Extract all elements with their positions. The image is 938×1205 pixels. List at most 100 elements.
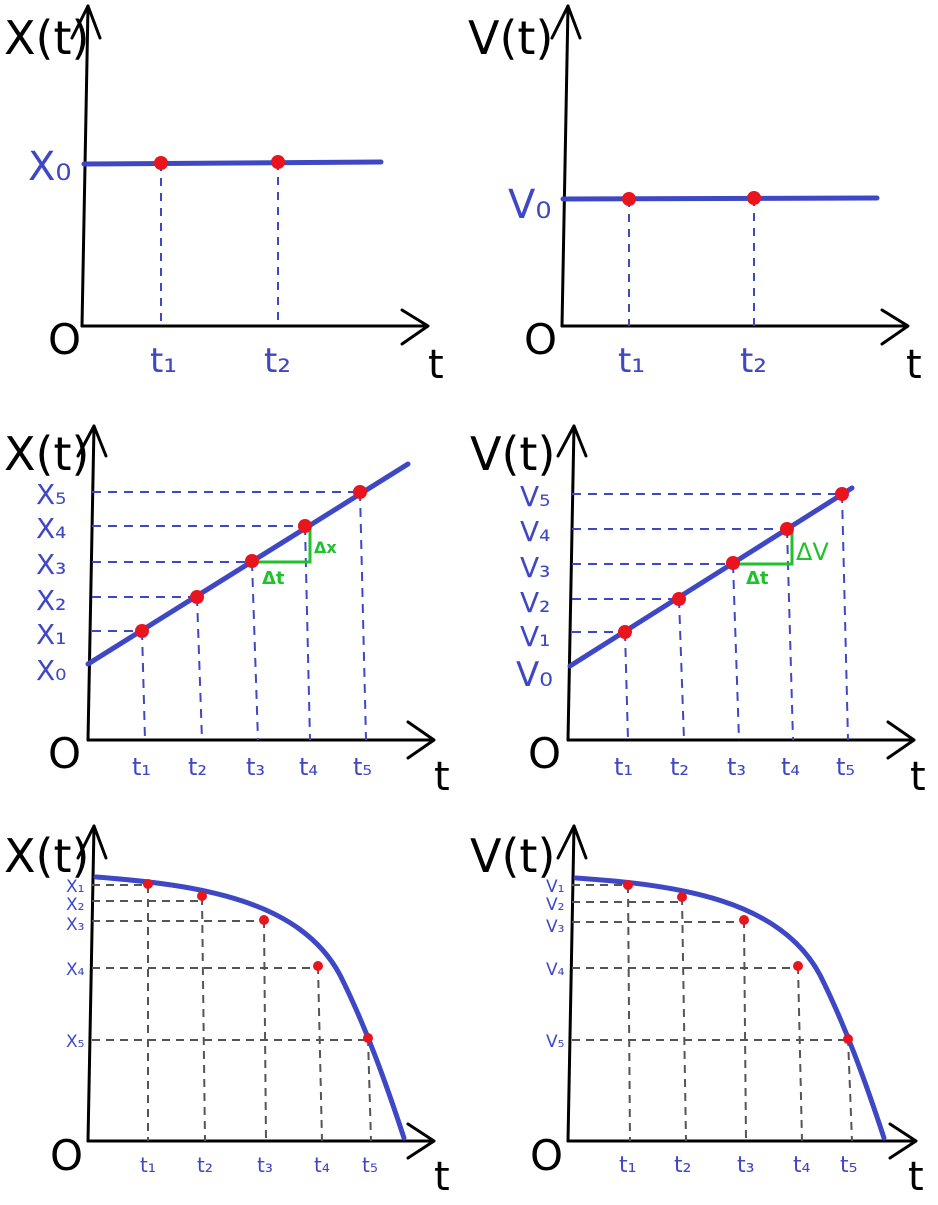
point-1	[618, 625, 632, 639]
tick-t2: t₂	[197, 1153, 213, 1177]
v-axis-arrowhead	[556, 824, 588, 860]
guide-t5	[367, 1037, 372, 1142]
guide-t2	[678, 598, 685, 741]
tick-t4: t₄	[314, 1153, 330, 1177]
guide-t1	[141, 630, 146, 741]
guide-t1	[627, 884, 631, 1142]
y-tick-x3: X₃	[66, 915, 84, 935]
guide-t2	[201, 896, 206, 1142]
tick-t4: t₄	[793, 1153, 811, 1178]
panel-v-curve: V(t) V₁ V₂ V₃ V₄ V₅ O t₁ t₂ t₃ t₄ t₅ t	[470, 824, 924, 1200]
point-2	[190, 590, 204, 604]
y-tick-x5: X₅	[36, 478, 66, 511]
point-1	[623, 880, 633, 890]
level-label-x0: X₀	[28, 144, 71, 190]
y-tick-x1: X₁	[36, 618, 66, 651]
point-t1	[154, 156, 168, 170]
guide-t3	[251, 561, 259, 741]
point-2	[677, 892, 687, 902]
point-1	[135, 624, 149, 638]
v-axis-arrowhead	[556, 424, 588, 458]
t-axis-arrowhead	[888, 1122, 918, 1160]
axis-label-v: V(t)	[468, 11, 553, 65]
axis-label-t: t	[428, 342, 444, 388]
axis-label-t: t	[906, 342, 922, 388]
axis-label-v: V(t)	[470, 829, 555, 883]
tick-t2: t₂	[740, 341, 767, 381]
origin-label: O	[48, 729, 81, 778]
guide-t2	[196, 596, 203, 741]
delta-triangle	[733, 529, 794, 566]
tick-t1: t₁	[150, 341, 177, 381]
y-tick-x2: X₂	[66, 895, 84, 915]
x-axis-arrowhead	[76, 424, 108, 458]
tick-t2: t₂	[674, 1153, 691, 1178]
panel-x-linear: X(t) X₅ X₄ X₃ X₂ X₁ X₀ Δt Δx O t₁ t₂ t₃ …	[4, 424, 450, 800]
tick-t3: t₃	[737, 1153, 754, 1178]
guide-t3	[732, 563, 740, 741]
tick-t2: t₂	[670, 753, 689, 781]
panel-v-constant: V(t) V₀ O t₁ t₂ t	[468, 4, 922, 388]
point-4	[780, 522, 794, 536]
t-axis-arrowhead	[886, 720, 916, 760]
point-3	[739, 915, 749, 925]
tick-t3: t₃	[246, 753, 265, 781]
tick-t1: t₁	[140, 1153, 156, 1177]
point-2	[197, 891, 207, 901]
tick-t5: t₅	[840, 1153, 857, 1178]
panel-x-constant: X(t) X₀ O t₁ t₂ t	[4, 4, 444, 388]
guide-t5	[359, 491, 367, 741]
guide-t5	[841, 493, 849, 741]
axis-label-t: t	[910, 754, 926, 800]
tick-t1: t₁	[614, 753, 633, 781]
guide-t4	[797, 965, 803, 1142]
axis-label-x: X(t)	[4, 427, 89, 481]
tick-t5: t₅	[353, 753, 372, 781]
guide-t2	[681, 896, 687, 1142]
origin-label: O	[50, 1131, 83, 1180]
y-tick-v4: V₄	[520, 515, 550, 548]
panel-v-linear: V(t) V₅ V₄ V₃ V₂ V₁ V₀ Δt ΔV O t₁ t₂ t₃ …	[470, 424, 926, 800]
axis-label-t: t	[434, 1154, 450, 1200]
axis-label-x: X(t)	[4, 11, 89, 65]
origin-label: O	[48, 315, 81, 364]
t-axis-arrowhead	[400, 308, 430, 346]
panel-x-curve: X(t) X₁ X₂ X₃ X₄ X₅ O t₁ t₂ t₃ t₄ t₅ t	[4, 824, 450, 1200]
origin-label: O	[528, 729, 561, 778]
axis-label-t: t	[434, 754, 450, 800]
y-tick-x4: X₄	[66, 960, 85, 980]
v-axis	[566, 424, 576, 742]
level-label-v0: V₀	[508, 182, 551, 228]
x-axis-arrowhead	[76, 824, 108, 860]
point-5	[353, 485, 367, 499]
point-3	[245, 554, 259, 568]
point-3	[726, 556, 740, 570]
t-axis-arrowhead	[406, 720, 436, 760]
position-line	[81, 159, 384, 167]
y-tick-v5: V₅	[546, 1032, 564, 1052]
axis-label-v: V(t)	[470, 427, 555, 481]
velocity-line	[560, 195, 880, 202]
v-axis	[560, 4, 570, 328]
tick-t3: t₃	[727, 753, 746, 781]
x-axis	[86, 424, 96, 742]
delta-t-label: Δt	[746, 568, 769, 589]
tick-t3: t₃	[257, 1153, 273, 1177]
x-axis	[86, 824, 96, 1143]
tick-t5: t₅	[362, 1153, 378, 1177]
point-t2	[747, 191, 761, 205]
point-5	[843, 1034, 853, 1044]
point-3	[259, 915, 269, 925]
y-tick-v2: V₂	[546, 895, 564, 915]
v-axis	[566, 824, 576, 1143]
origin-label: O	[530, 1131, 563, 1180]
axis-label-t: t	[908, 1154, 924, 1200]
point-4	[793, 961, 803, 971]
y-tick-v1: V₁	[546, 877, 564, 897]
point-5	[835, 487, 849, 501]
point-1	[143, 879, 153, 889]
point-4	[298, 519, 312, 533]
velocity-curve	[573, 875, 887, 1141]
position-curve	[93, 874, 407, 1141]
delta-t-label: Δt	[262, 568, 285, 589]
